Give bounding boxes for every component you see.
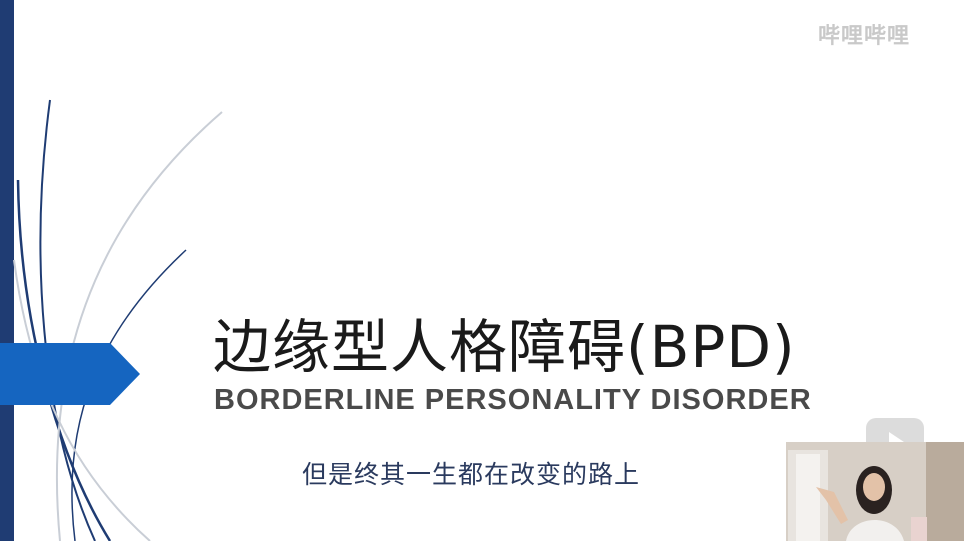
slide-subtitle: BORDERLINE PERSONALITY DISORDER	[214, 384, 812, 416]
picture-in-picture-video[interactable]	[786, 442, 964, 541]
bilibili-watermark: 哔哩哔哩	[818, 24, 911, 49]
arrow-shape	[0, 343, 140, 405]
decorative-curves	[13, 99, 223, 541]
video-caption: 但是终其一生都在改变的路上	[302, 460, 641, 489]
slide-left-bar	[0, 0, 14, 541]
slide-title: 边缘型人格障碍(BPD)	[213, 313, 796, 381]
speaker-video-frame	[786, 442, 964, 541]
